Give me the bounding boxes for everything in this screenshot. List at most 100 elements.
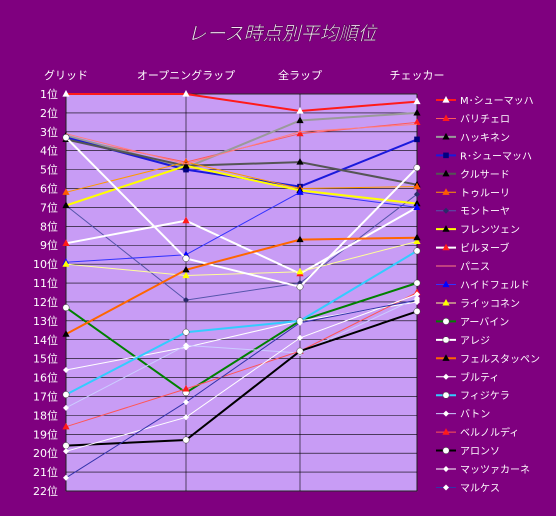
y-tick-label: 3位 — [40, 125, 58, 139]
y-tick-label: 17位 — [33, 389, 58, 403]
data-point — [296, 235, 304, 243]
y-tick-label: 6位 — [40, 182, 58, 196]
data-point — [297, 334, 303, 341]
legend-marker — [442, 188, 450, 195]
data-point — [296, 158, 304, 165]
data-point — [182, 255, 190, 262]
legend-marker — [442, 243, 450, 251]
legend-label: ハイドフェルド — [460, 281, 530, 292]
series-12 — [62, 279, 421, 397]
legend-item: アレジ — [436, 336, 490, 347]
data-point — [182, 216, 190, 224]
legend-item: バトン — [436, 409, 490, 421]
legend-label: フィジケラ — [460, 390, 510, 402]
data-point — [183, 166, 189, 173]
series-14 — [62, 233, 421, 337]
legend-marker — [443, 410, 449, 417]
data-point — [182, 90, 190, 97]
y-tick-label: 12位 — [33, 295, 58, 309]
data-point — [183, 399, 189, 406]
data-point — [62, 422, 70, 430]
series-9 — [65, 123, 418, 165]
data-point — [413, 237, 421, 245]
series-line — [65, 161, 418, 193]
data-point — [63, 404, 69, 411]
data-point — [62, 304, 70, 312]
series-line — [65, 164, 418, 207]
legend-label: クルサード — [460, 169, 510, 181]
legend-item: バリチェロ — [436, 113, 510, 125]
legend-label: アレジ — [460, 336, 490, 347]
legend-label: パニス — [460, 261, 490, 273]
legend-label: モントーヤ — [460, 207, 510, 218]
data-point — [413, 164, 421, 172]
plot-area — [65, 93, 418, 492]
legend-label: ハッキネン — [460, 132, 510, 144]
legend-item: トゥルーリ — [436, 188, 510, 199]
series-line — [66, 93, 418, 113]
legend-label: マッツァカーネ — [460, 464, 530, 476]
y-tick-label: 2位 — [40, 106, 58, 120]
series-0 — [62, 90, 421, 114]
y-tick-label: 1位 — [40, 87, 58, 101]
data-point — [297, 319, 303, 326]
legend-item: M･シューマッハ — [436, 96, 534, 107]
legend-marker — [442, 317, 450, 325]
legend-label: フェルスタッペン — [460, 353, 540, 365]
legend-label: R･シューマッハ — [460, 151, 532, 162]
legend-item: フィジケラ — [436, 390, 510, 402]
data-point — [413, 118, 421, 125]
data-point — [413, 203, 421, 211]
data-point — [62, 90, 70, 97]
y-tick-label: 22位 — [33, 484, 58, 498]
data-point — [296, 107, 304, 114]
legend-label: マルケス — [460, 482, 500, 494]
legend-item: アーバイン — [436, 316, 509, 328]
legend-item: ライッコネン — [436, 298, 520, 310]
series-line — [65, 299, 418, 479]
data-point — [182, 436, 190, 444]
legend-marker — [442, 336, 450, 344]
legend-item: パニス — [436, 261, 490, 273]
data-point — [413, 108, 421, 116]
legend-item: マルケス — [436, 482, 500, 494]
legend-label: アーバイン — [460, 316, 509, 328]
legend-marker — [442, 447, 450, 454]
series-line — [65, 123, 418, 165]
y-tick-label: 14位 — [33, 333, 58, 347]
y-tick-label: 8位 — [40, 219, 58, 233]
legend-marker — [442, 354, 450, 361]
data-point — [62, 188, 70, 195]
legend-item: モントーヤ — [436, 207, 510, 218]
data-point — [62, 391, 70, 399]
legend-label: アロンソ — [460, 447, 500, 458]
series-line — [65, 250, 418, 396]
legend-marker — [442, 96, 450, 103]
y-tick-label: 16位 — [33, 371, 58, 385]
data-point — [413, 279, 421, 287]
y-tick-label: 11位 — [33, 276, 58, 290]
chart-title: レース時点別平均順位 — [187, 23, 378, 45]
data-point — [296, 283, 304, 291]
legend-marker — [442, 428, 450, 435]
legend-marker — [442, 114, 450, 122]
legend-item: アロンソ — [436, 447, 500, 458]
series-line — [65, 206, 418, 275]
legend-label: ライッコネン — [460, 298, 520, 310]
series-21 — [63, 297, 420, 481]
series-line — [65, 136, 418, 288]
data-point — [63, 367, 69, 374]
data-point — [62, 260, 70, 267]
data-point — [62, 442, 70, 450]
y-tick-label: 21位 — [33, 465, 58, 479]
data-point — [414, 191, 420, 198]
legend-item: ハッキネン — [436, 132, 510, 144]
data-point — [296, 116, 304, 124]
series-13 — [62, 134, 421, 291]
data-point — [413, 182, 421, 190]
data-point — [414, 291, 420, 298]
series-group — [62, 90, 421, 481]
legend-item: ビルヌーブ — [436, 242, 509, 255]
legend-label: バトン — [460, 409, 490, 421]
